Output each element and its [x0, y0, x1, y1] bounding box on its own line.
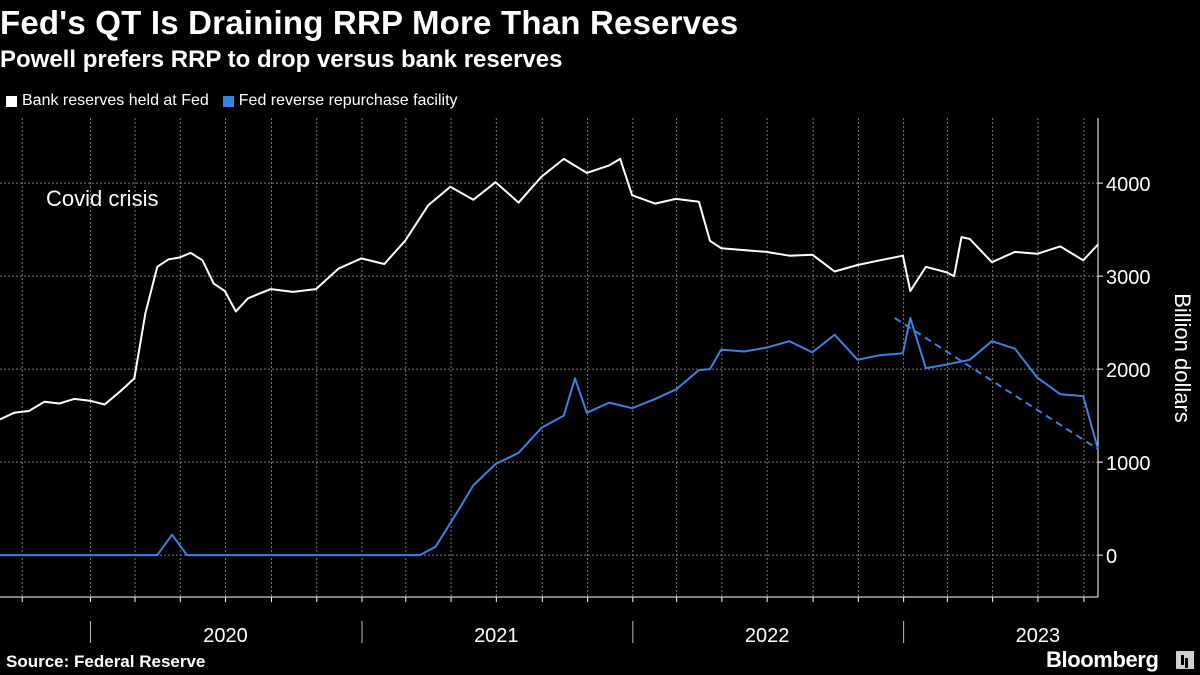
chart-subtitle: Powell prefers RRP to drop versus bank r…	[0, 46, 563, 73]
y-axis-label: Billion dollars	[1170, 293, 1195, 423]
annotation-covid-crisis: Covid crisis	[46, 186, 158, 211]
legend: Bank reserves held at Fed Fed reverse re…	[6, 92, 458, 110]
legend-swatch-reserves	[6, 95, 17, 107]
rrp-trend-line	[894, 317, 1099, 450]
legend-swatch-rrp	[222, 95, 234, 107]
x-year-label: 2023	[1016, 625, 1061, 647]
legend-label-rrp: Fed reverse repurchase facility	[238, 92, 458, 109]
y-tick-label: 0	[1106, 546, 1117, 568]
x-year-label: 2021	[474, 625, 519, 647]
legend-item-reserves: Bank reserves held at Fed	[6, 92, 209, 110]
x-year-label: 2020	[203, 625, 248, 647]
legend-item-rrp: Fed reverse repurchase facility	[222, 92, 458, 110]
bloomberg-logo: Bloomberg	[1046, 647, 1159, 672]
series-line-reserves	[0, 157, 1099, 421]
y-tick-label: 4000	[1106, 174, 1151, 196]
bloomberg-badge-icon	[1176, 651, 1194, 669]
y-tick-label: 1000	[1106, 453, 1151, 475]
chart-title: Fed's QT Is Draining RRP More Than Reser…	[0, 4, 739, 41]
series-line-rrp	[0, 317, 1099, 557]
legend-label-reserves: Bank reserves held at Fed	[22, 92, 209, 109]
y-tick-label: 3000	[1106, 267, 1151, 289]
y-tick-label: 2000	[1106, 360, 1151, 382]
x-year-label: 2022	[745, 625, 790, 647]
source-note: Source: Federal Reserve	[6, 652, 206, 671]
